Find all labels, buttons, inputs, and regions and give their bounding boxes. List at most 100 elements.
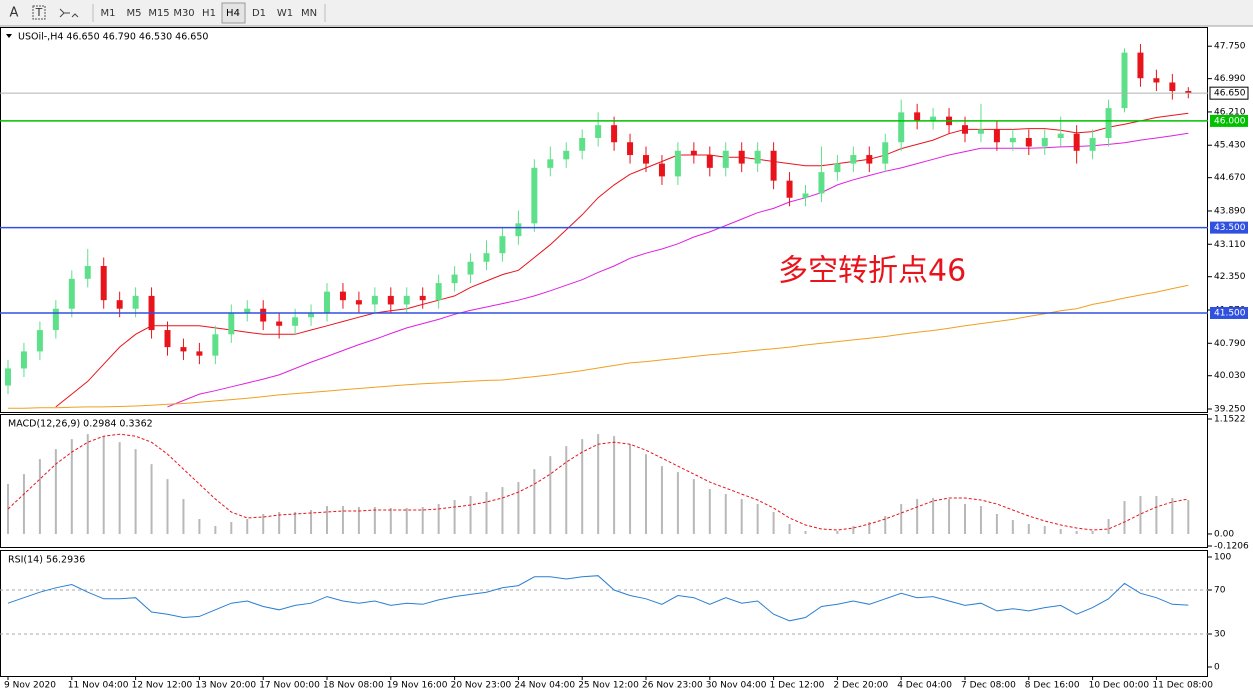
x-tick-label: 1 Dec 12:00 [770, 681, 825, 691]
y-tick-label: 42.350 [1214, 272, 1246, 282]
candle-body [914, 112, 921, 121]
candle-body [786, 180, 793, 198]
candle-body [355, 300, 362, 305]
candle-body [20, 351, 27, 369]
candle-body [850, 155, 857, 164]
y-tick-label: 30 [1214, 630, 1226, 640]
candle-body [643, 155, 649, 164]
timeframe-button[interactable]: M15 [148, 8, 169, 19]
candle-body [1025, 137, 1032, 147]
candle-body [244, 308, 251, 313]
x-tick-label: 11 Nov 04:00 [68, 681, 129, 691]
y-tick-label: 70 [1214, 586, 1226, 596]
y-tick-label: 47.750 [1214, 42, 1246, 52]
candle-body [132, 295, 139, 309]
candle-body [419, 295, 426, 301]
candle-body [276, 321, 283, 326]
y-tick-label: 46.990 [1214, 74, 1246, 84]
x-tick-label: 2 Dec 20:00 [833, 681, 888, 691]
level-label: 46.000 [1214, 116, 1246, 126]
candle-body [180, 347, 187, 352]
candle-body [339, 291, 346, 301]
x-tick-label: 12 Nov 12:00 [132, 681, 193, 691]
indicator-line [7, 575, 1189, 622]
candle-body [1041, 137, 1048, 147]
price-tag [1209, 86, 1249, 100]
level-label: 43.500 [1214, 223, 1246, 233]
y-tick-label: 43.890 [1214, 206, 1246, 216]
candle-body [627, 142, 634, 156]
candle-body [993, 129, 1000, 143]
x-tick-label: 20 Nov 23:00 [451, 681, 512, 691]
candle-body [467, 261, 474, 275]
y-tick-label: 40.030 [1214, 371, 1246, 381]
x-tick-label: 11 Dec 08:00 [1152, 681, 1213, 691]
candle-body [324, 291, 330, 313]
candle-body [1105, 108, 1112, 138]
arrows-tool[interactable] [59, 8, 79, 18]
pane-title: RSI(14) 56.2936 [8, 555, 85, 566]
candle-body [1073, 133, 1080, 151]
x-tick-label: 24 Nov 04:00 [514, 681, 575, 691]
level-label: 41.500 [1214, 308, 1246, 318]
candle-body [1121, 52, 1128, 109]
candle-body [802, 193, 809, 198]
timeframe-button[interactable]: D1 [252, 8, 266, 19]
pane-title: MACD(12,26,9) 0.2984 0.3362 [8, 419, 153, 430]
x-tick-label: 8 Dec 16:00 [1025, 681, 1080, 691]
timeframe-button[interactable]: H4 [226, 8, 240, 19]
candle-body [818, 172, 825, 194]
timeframe-button[interactable]: M1 [101, 8, 116, 19]
y-tick-label: 46.210 [1214, 107, 1246, 117]
candle-body [164, 330, 171, 348]
candle-body [1089, 137, 1096, 151]
y-tick-label: 43.110 [1214, 240, 1246, 250]
candle-body [515, 223, 522, 237]
timeframe-button[interactable]: M5 [127, 8, 142, 19]
candle-body [1057, 133, 1064, 138]
y-tick-label: 1.1522 [1214, 415, 1246, 425]
candle-body [547, 159, 554, 168]
level-tag [1210, 306, 1248, 319]
candle-body [228, 312, 235, 335]
text-tool[interactable]: A [10, 6, 19, 21]
indicator-line [8, 284, 1189, 409]
x-tick-label: 9 Nov 2020 [4, 681, 56, 691]
timeframe-button[interactable]: M30 [173, 8, 194, 19]
pane-frame [0, 550, 1208, 677]
candle-body [611, 125, 618, 143]
x-tick-label: 25 Nov 12:00 [578, 681, 639, 691]
x-tick-label: 30 Nov 04:00 [706, 681, 767, 691]
label-tool-frame [32, 5, 46, 20]
y-tick-label: 0.00 [1214, 529, 1234, 539]
candle-body [292, 317, 299, 326]
candle-body [196, 351, 203, 356]
y-tick-label: 39.250 [1214, 405, 1246, 415]
candle-body [84, 266, 91, 279]
indicator-line [167, 132, 1189, 408]
candle-body [738, 150, 745, 164]
candle-body [483, 253, 490, 262]
y-tick-label: -0.1206 [1214, 542, 1249, 552]
candle-body [770, 150, 777, 181]
timeframe-button[interactable]: W1 [277, 8, 293, 19]
timeframe-button[interactable]: MN [301, 8, 317, 19]
candle-body [5, 368, 11, 386]
active-timeframe-frame [221, 2, 246, 24]
level-tag [1210, 221, 1248, 234]
candle-body [690, 150, 697, 156]
candle-body [962, 125, 968, 134]
indicator-line [55, 112, 1189, 408]
candle-body [116, 300, 123, 309]
x-tick-label: 4 Dec 04:00 [897, 681, 952, 691]
timeframe-button[interactable]: H1 [202, 8, 216, 19]
candle-body [674, 150, 681, 177]
label-tool[interactable]: T [35, 6, 43, 19]
candle-body [52, 308, 59, 331]
pane-title: USOil-,H4 46.650 46.790 46.530 46.650 [18, 32, 208, 43]
title-arrow [6, 34, 12, 38]
x-tick-label: 26 Nov 23:00 [642, 681, 703, 691]
x-tick-label: 18 Nov 08:00 [323, 681, 384, 691]
candle-body [595, 125, 602, 138]
y-tick-label: 44.670 [1214, 173, 1246, 183]
